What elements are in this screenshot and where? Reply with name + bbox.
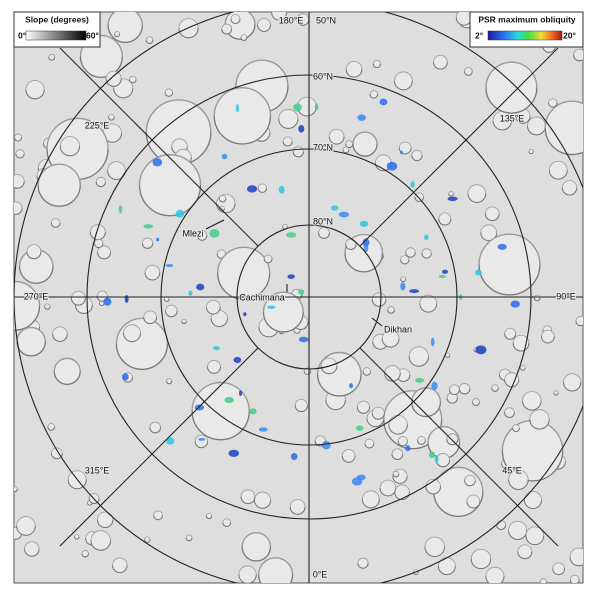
legend-title: PSR maximum obliquity — [478, 14, 576, 24]
crater — [540, 579, 547, 586]
psr-spot — [122, 373, 129, 380]
latitude-label: 60°N — [313, 71, 333, 81]
psr-spot — [315, 103, 319, 110]
longitude-label: 315°E — [85, 465, 110, 475]
psr-spot — [188, 290, 192, 295]
psr-spot — [279, 186, 285, 194]
psr-spot — [156, 238, 159, 242]
psr-spot — [431, 338, 434, 346]
legend-min: 0° — [18, 30, 27, 40]
longitude-label: 0°E — [313, 569, 328, 579]
psr-spot — [431, 382, 437, 391]
longitude-label: 135°E — [500, 113, 525, 123]
latitude-label: 50°N — [316, 15, 336, 25]
crater-name: Mlezi — [182, 228, 203, 238]
color-ramp — [26, 31, 86, 40]
psr-spot — [166, 264, 174, 267]
psr-spot — [498, 244, 507, 250]
psr-spot — [435, 455, 439, 463]
slope-legend: Slope (degrees) 0° 60° — [14, 12, 100, 47]
psr-spot — [400, 282, 405, 290]
psr-legend: PSR maximum obliquity 2° 20° — [470, 12, 583, 47]
crater-name: Dikhan — [384, 324, 412, 334]
psr-spot — [234, 357, 242, 363]
psr-spot — [209, 229, 219, 238]
psr-spot — [267, 306, 275, 309]
psr-spot — [415, 378, 424, 383]
psr-spot — [222, 154, 228, 160]
psr-spot — [360, 221, 369, 227]
psr-spot — [511, 300, 520, 307]
psr-spot — [331, 205, 339, 210]
longitude-label: 270°E — [24, 291, 49, 301]
psr-spot — [153, 158, 163, 166]
psr-spot — [322, 441, 331, 449]
psr-spot — [286, 232, 296, 237]
psr-spot — [409, 289, 419, 293]
psr-spot — [176, 210, 184, 218]
color-ramp — [488, 31, 562, 40]
psr-spot — [424, 235, 429, 240]
psr-spot — [357, 475, 366, 480]
longitude-label: 90°E — [556, 291, 576, 301]
latitude-label: 70°N — [313, 142, 333, 152]
psr-spot — [198, 438, 205, 441]
psr-spot — [236, 104, 239, 112]
crater — [259, 558, 293, 590]
psr-spot — [249, 408, 257, 414]
psr-spot — [287, 274, 294, 279]
psr-spot — [125, 295, 129, 303]
psr-spot — [143, 224, 153, 228]
longitude-label: 225°E — [85, 120, 110, 130]
psr-spot — [239, 390, 242, 396]
psr-spot — [475, 270, 482, 276]
psr-spot — [405, 445, 411, 451]
psr-spot — [356, 426, 364, 431]
psr-spot — [299, 337, 309, 343]
psr-spot — [247, 185, 257, 192]
psr-spot — [213, 346, 220, 350]
psr-spot — [442, 270, 448, 274]
legend-max: 60° — [86, 30, 99, 40]
psr-spot — [439, 275, 446, 278]
legend-title: Slope (degrees) — [25, 14, 89, 24]
psr-spot — [410, 181, 414, 188]
psr-spot — [475, 345, 486, 354]
longitude-label: 180°E — [279, 15, 304, 25]
psr-spot — [259, 427, 268, 431]
psr-spot — [298, 289, 304, 295]
psr-spot — [119, 205, 123, 213]
longitude-label: 45°E — [502, 465, 522, 475]
psr-spot — [224, 397, 233, 403]
psr-spot — [380, 99, 388, 106]
psr-spot — [429, 451, 435, 458]
psr-spot — [349, 383, 353, 388]
crater-name: Cachimana — [239, 292, 285, 302]
psr-spot — [293, 103, 302, 111]
psr-spot — [243, 312, 246, 316]
psr-spot — [291, 453, 297, 460]
latitude-label: 80°N — [313, 216, 333, 226]
psr-spot — [400, 151, 403, 155]
psr-spot — [357, 114, 366, 121]
psr-spot — [103, 298, 111, 306]
psr-spot — [339, 212, 349, 218]
psr-spot — [196, 284, 204, 291]
psr-spot — [447, 197, 457, 201]
psr-spot — [298, 125, 304, 133]
legend-max: 20° — [563, 30, 576, 40]
legend-min: 2° — [475, 30, 484, 40]
polar-map: 180°E 225°E 135°E 270°E 90°E 315°E 45°E … — [0, 0, 597, 590]
psr-spot — [229, 450, 240, 457]
psr-spot — [387, 162, 398, 171]
